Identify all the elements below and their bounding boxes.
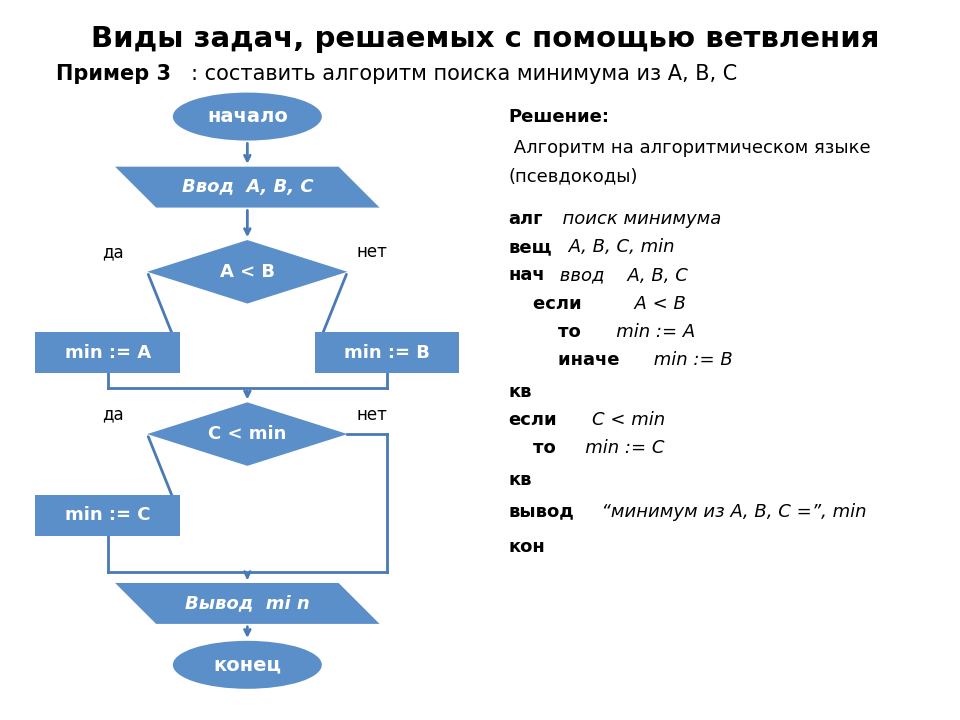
Text: C < min: C < min	[208, 425, 286, 443]
Text: : составить алгоритм поиска минимума из А, В, С: : составить алгоритм поиска минимума из …	[191, 64, 737, 84]
Text: (псевдокоды): (псевдокоды)	[508, 168, 637, 186]
Text: кон: кон	[508, 538, 545, 556]
Text: начало: начало	[207, 107, 288, 126]
Text: Алгоритм на алгоритмическом языке: Алгоритм на алгоритмическом языке	[508, 140, 871, 158]
Text: нач: нач	[508, 266, 544, 284]
Text: min := A: min := A	[599, 323, 695, 341]
Text: кв: кв	[508, 471, 532, 489]
Text: то: то	[508, 323, 581, 341]
Text: min := C: min := C	[65, 506, 151, 524]
Text: Решение:: Решение:	[508, 107, 609, 125]
Text: min := B: min := B	[648, 351, 732, 369]
Polygon shape	[115, 166, 379, 207]
Ellipse shape	[173, 641, 322, 689]
Text: нет: нет	[357, 243, 388, 261]
Text: да: да	[103, 405, 124, 423]
Text: то: то	[508, 439, 556, 457]
FancyBboxPatch shape	[36, 333, 180, 374]
Text: Пример 3: Пример 3	[57, 64, 172, 84]
Text: А < В: А < В	[220, 263, 275, 281]
Polygon shape	[115, 583, 379, 624]
FancyBboxPatch shape	[315, 333, 459, 374]
Text: поиск минимума: поиск минимума	[551, 210, 722, 228]
Text: вывод: вывод	[508, 503, 574, 521]
FancyBboxPatch shape	[36, 495, 180, 536]
Text: А < В: А < В	[600, 294, 686, 312]
Text: Виды задач, решаемых с помощью ветвления: Виды задач, решаемых с помощью ветвления	[90, 25, 879, 53]
Text: Ввод  А, В, С: Ввод А, В, С	[181, 178, 313, 196]
Text: ввод    А, В, С: ввод А, В, С	[554, 266, 687, 284]
Text: нет: нет	[357, 405, 388, 423]
Text: вещ: вещ	[508, 238, 552, 256]
Polygon shape	[147, 240, 348, 304]
Text: если: если	[508, 411, 557, 429]
Text: да: да	[103, 243, 124, 261]
Text: Вывод  mi n: Вывод mi n	[185, 595, 310, 613]
Text: С < min: С < min	[569, 411, 665, 429]
Polygon shape	[147, 402, 348, 466]
Text: min := С: min := С	[568, 439, 664, 457]
Text: если: если	[508, 294, 582, 312]
Text: иначе: иначе	[508, 351, 619, 369]
Text: конец: конец	[213, 655, 281, 675]
Text: min := B: min := B	[344, 344, 430, 362]
Ellipse shape	[173, 93, 322, 140]
Text: алг: алг	[508, 210, 542, 228]
Text: кв: кв	[508, 383, 532, 401]
Text: “минимум из А, В, С =”, min: “минимум из А, В, С =”, min	[590, 503, 867, 521]
Text: min := A: min := A	[64, 344, 151, 362]
Text: А, В, С, min: А, В, С, min	[563, 238, 674, 256]
